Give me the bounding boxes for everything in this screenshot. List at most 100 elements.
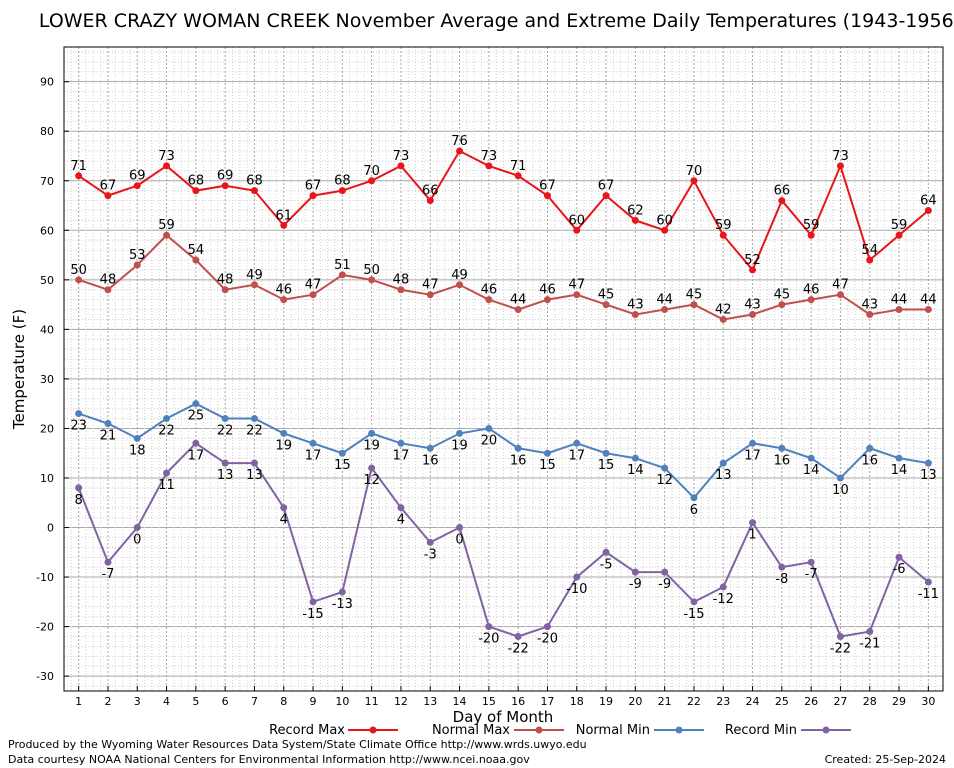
- data-label: 60: [568, 213, 585, 228]
- legend-item: Record Min: [725, 723, 851, 738]
- data-point: [690, 177, 698, 185]
- data-label: 43: [627, 298, 644, 313]
- data-point: [543, 192, 551, 200]
- data-point: [133, 182, 141, 190]
- data-label: 0: [133, 533, 141, 548]
- y-tick-label: 90: [40, 76, 54, 89]
- plot-grid: [63, 47, 944, 691]
- data-point: [924, 459, 932, 467]
- data-point: [543, 449, 551, 457]
- data-label: 54: [188, 243, 205, 258]
- data-point: [338, 187, 346, 195]
- data-label: 18: [129, 443, 146, 458]
- data-point: [426, 444, 434, 452]
- data-label: 73: [158, 149, 175, 164]
- x-tick-label: 20: [628, 695, 642, 708]
- y-tick-label: 40: [40, 323, 54, 336]
- data-point: [719, 231, 727, 239]
- data-point: [75, 276, 83, 284]
- data-label: 76: [451, 134, 468, 149]
- data-label: 20: [481, 433, 498, 448]
- data-point: [661, 226, 669, 234]
- data-point: [719, 583, 727, 591]
- data-label: 14: [627, 463, 644, 478]
- data-label: -15: [302, 607, 323, 622]
- data-label: -20: [478, 632, 499, 647]
- data-point: [836, 633, 844, 641]
- data-label: -6: [893, 562, 906, 577]
- data-label: 66: [774, 184, 791, 199]
- x-tick-label: 10: [335, 695, 349, 708]
- series-record-min: 8 -7 0 11 17 13 13 4 -15 -13 12 4 -3 0 -20 -22 -20 -10 -5 -…: [75, 439, 939, 657]
- data-point: [661, 568, 669, 576]
- data-label: 21: [100, 428, 117, 443]
- data-point: [924, 578, 932, 586]
- data-point: [866, 311, 874, 319]
- legend: Record Max Normal Max Normal Min Record Min: [269, 723, 851, 738]
- data-point: [631, 568, 639, 576]
- data-label: 13: [217, 468, 234, 483]
- data-point: [368, 276, 376, 284]
- data-point: [485, 162, 493, 170]
- data-label: 59: [158, 218, 175, 233]
- x-tick-label: 24: [746, 695, 760, 708]
- y-tick-label: 60: [40, 224, 54, 237]
- data-label: 70: [363, 164, 380, 179]
- x-tick-label: 17: [540, 695, 554, 708]
- data-label: 44: [510, 293, 527, 308]
- data-label: -9: [658, 577, 671, 592]
- data-label: 67: [305, 179, 322, 194]
- data-point: [221, 182, 229, 190]
- data-label: -7: [805, 567, 818, 582]
- data-label: 17: [188, 448, 205, 463]
- data-point: [924, 206, 932, 214]
- x-tick-label: 5: [192, 695, 199, 708]
- data-point: [338, 588, 346, 596]
- data-point: [426, 538, 434, 546]
- x-tick-label: 4: [163, 695, 170, 708]
- data-point: [250, 281, 258, 289]
- data-point: [807, 296, 815, 304]
- data-point: [104, 192, 112, 200]
- y-axis-ticks: -30 -20 -10 0 10 20 30 40 50 60 70 80 90: [36, 76, 69, 683]
- y-tick-label: 30: [40, 373, 54, 386]
- data-point: [104, 419, 112, 427]
- y-tick-label: 10: [40, 472, 54, 485]
- data-label: 14: [891, 463, 908, 478]
- data-point: [309, 291, 317, 299]
- data-point: [133, 524, 141, 532]
- data-label: 46: [275, 283, 292, 298]
- data-label: 1: [748, 528, 756, 543]
- x-tick-label: 8: [280, 695, 287, 708]
- series-record-max: 71 67 69 73 68 69 68 61 67 68 70 73 66 76 73 71 67 60 67 62…: [70, 134, 937, 274]
- chart-title: LOWER CRAZY WOMAN CREEK November Average…: [39, 10, 954, 32]
- y-tick-label: -30: [36, 670, 54, 683]
- x-axis-ticks: 1 2 3 4 5 6 7 8 9 10 11 12 13 14 15 16 17 18 19 20 21 22 23 24 2…: [75, 686, 935, 708]
- data-label: 16: [510, 453, 527, 468]
- x-tick-label: 18: [570, 695, 584, 708]
- data-label: 69: [129, 169, 146, 184]
- data-point: [250, 415, 258, 423]
- x-tick-label: 30: [921, 695, 935, 708]
- data-point: [836, 291, 844, 299]
- data-label: -3: [424, 547, 437, 562]
- x-tick-label: 16: [511, 695, 525, 708]
- data-point: [221, 286, 229, 294]
- data-label: 15: [334, 458, 351, 473]
- legend-item: Record Max: [269, 723, 398, 738]
- plot-frame: [63, 46, 944, 692]
- data-label: 70: [686, 164, 703, 179]
- legend-label: Record Min: [725, 723, 797, 738]
- data-label: 4: [397, 513, 405, 528]
- data-label: 46: [539, 283, 556, 298]
- data-point: [573, 573, 581, 581]
- x-tick-label: 21: [658, 695, 672, 708]
- data-label: 49: [451, 268, 468, 283]
- legend-item: Normal Min: [576, 723, 704, 738]
- data-point: [485, 623, 493, 631]
- series-normal-max: 50 48 53 59 54 48 49 46 47 51 50 48 47 49 46 44 46 47 45 43…: [70, 218, 937, 323]
- data-label: 13: [246, 468, 263, 483]
- data-point: [309, 598, 317, 606]
- footer-credit-1: Produced by the Wyoming Water Resources …: [8, 738, 587, 751]
- data-label: 60: [656, 213, 673, 228]
